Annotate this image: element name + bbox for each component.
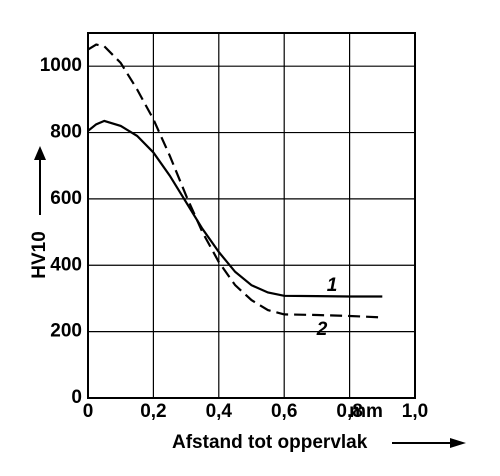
y-arrowhead (34, 146, 46, 160)
x-tick-label: 0,4 (206, 401, 233, 422)
x-unit: mm (349, 401, 383, 422)
x-axis-label: Afstand tot oppervlak (172, 432, 368, 453)
series-label: 2 (316, 319, 328, 340)
y-tick-label: 0 (71, 387, 82, 408)
series-label: 1 (327, 275, 338, 296)
plot-frame (87, 32, 416, 399)
x-arrowhead (450, 438, 466, 448)
y-tick-label: 200 (50, 321, 82, 342)
x-tick-label: 0 (83, 401, 94, 422)
x-tick-label: 1,0 (402, 401, 428, 422)
x-tick-label: 0,8 (336, 401, 362, 422)
series-line (87, 43, 383, 319)
y-tick-label: 600 (50, 188, 82, 209)
y-tick-label: 1000 (40, 55, 82, 76)
y-axis-label: HV10 (29, 231, 50, 279)
x-tick-label: 0,2 (140, 401, 166, 422)
y-tick-label: 800 (50, 122, 82, 143)
x-tick-label: 0,6 (271, 401, 297, 422)
y-tick-label: 400 (50, 254, 82, 275)
series-line (87, 119, 383, 298)
